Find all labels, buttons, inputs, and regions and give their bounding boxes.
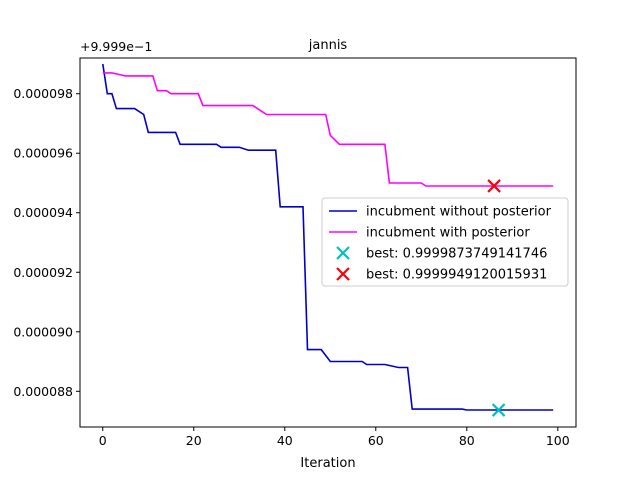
x-tick-label-0: 0 <box>99 433 107 448</box>
x-tick-label-2: 40 <box>277 433 293 448</box>
series-line-0 <box>102 63 554 411</box>
best-marker-1 <box>487 179 501 193</box>
best-marker-0 <box>491 403 506 417</box>
y-tick-label-3: 0.000094 <box>13 205 73 220</box>
axis-ticks: 0 20 40 60 80 100 0.000088 0.000090 0.000092 0.00… <box>13 86 569 448</box>
legend-marker-0 <box>336 246 350 260</box>
legend-marker-1 <box>336 267 350 281</box>
plot-frame <box>79 57 577 428</box>
y-offset-label: +9.999e−1 <box>80 39 152 54</box>
x-tick-label-5: 100 <box>546 433 570 448</box>
x-tick-label-1: 20 <box>186 433 202 448</box>
y-tick-label-0: 0.000088 <box>13 384 73 399</box>
legend-marker-label-0: best: 0.9999873749141746 <box>366 247 547 262</box>
y-tick-label-1: 0.000090 <box>13 324 73 339</box>
x-axis-label: Iteration <box>300 456 355 471</box>
x-tick-label-4: 80 <box>459 433 475 448</box>
x-tick-label-3: 60 <box>368 433 384 448</box>
y-tick-label-2: 0.000092 <box>13 265 73 280</box>
y-tick-label-5: 0.000098 <box>13 86 73 101</box>
legend-box <box>321 197 569 287</box>
legend-label-1: incubment with posterior <box>366 226 530 241</box>
legend: incubment without posterior incubment wit… <box>321 197 569 287</box>
plot-marks <box>102 63 554 417</box>
legend-marker-label-1: best: 0.9999949120015931 <box>366 268 547 283</box>
chart-title: jannis <box>308 38 348 53</box>
series-line-1 <box>102 72 554 187</box>
legend-label-0: incubment without posterior <box>366 205 552 220</box>
y-tick-label-4: 0.000096 <box>13 146 73 161</box>
